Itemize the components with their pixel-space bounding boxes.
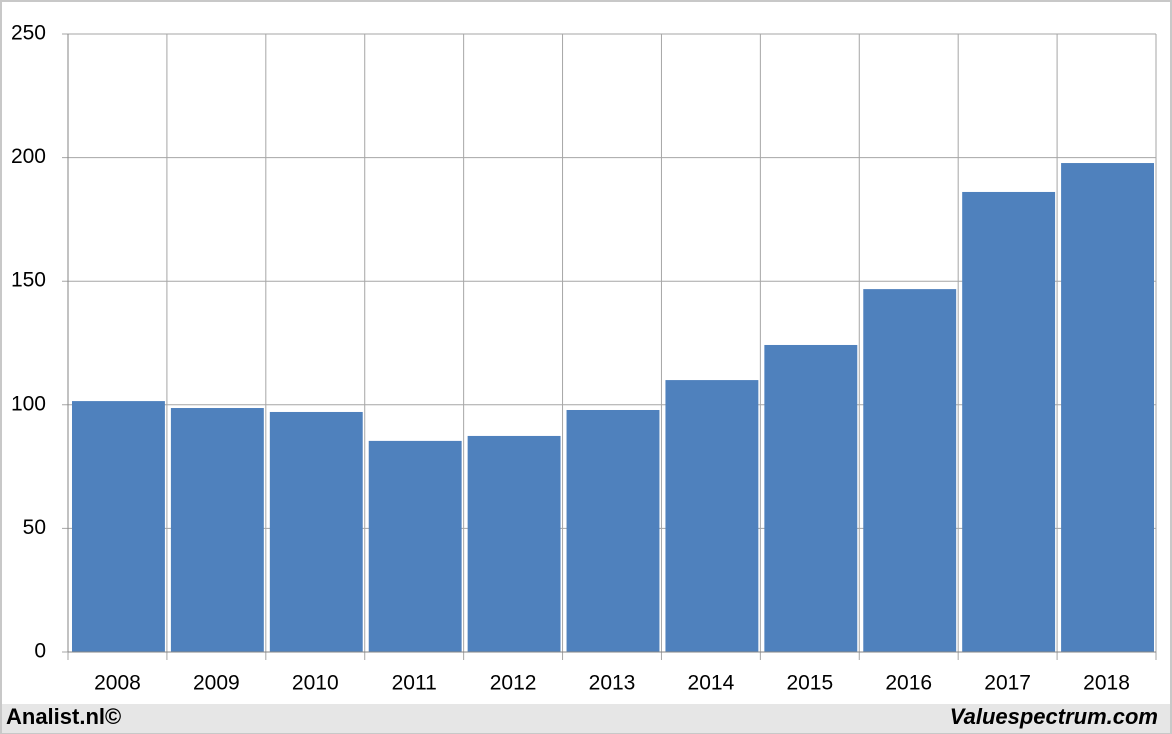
- footer-left: Analist.nl©: [6, 704, 121, 729]
- x-tick-label: 2013: [589, 672, 636, 695]
- bar: [72, 401, 165, 652]
- x-tick-label: 2008: [94, 672, 141, 695]
- bar: [269, 411, 363, 652]
- y-tick-label: 150: [11, 269, 46, 292]
- y-tick-label: 100: [11, 392, 46, 415]
- x-tick-label: 2011: [392, 672, 437, 695]
- footer-bar: [2, 704, 1170, 733]
- bar: [170, 408, 264, 652]
- bar: [764, 344, 858, 652]
- bar: [863, 289, 957, 652]
- x-tick-label: 2015: [786, 672, 833, 695]
- x-tick-label: 2012: [490, 672, 537, 695]
- x-tick-label: 2014: [688, 672, 735, 695]
- x-tick-label: 2017: [984, 672, 1031, 695]
- y-tick-label: 200: [11, 145, 46, 168]
- x-tick-label: 2016: [885, 672, 932, 695]
- bar: [962, 191, 1056, 652]
- bar: [467, 435, 561, 652]
- y-tick-label: 250: [11, 22, 46, 45]
- bar: [566, 409, 660, 652]
- x-tick-label: 2010: [292, 672, 339, 695]
- y-tick-label: 50: [23, 516, 46, 539]
- bar: [665, 380, 759, 652]
- bar: [1061, 163, 1154, 653]
- footer-right: Valuespectrum.com: [950, 704, 1158, 729]
- y-tick-label: 0: [34, 640, 46, 663]
- x-tick-label: 2009: [193, 672, 240, 695]
- x-tick-label: 2018: [1083, 672, 1130, 695]
- bar: [368, 440, 462, 652]
